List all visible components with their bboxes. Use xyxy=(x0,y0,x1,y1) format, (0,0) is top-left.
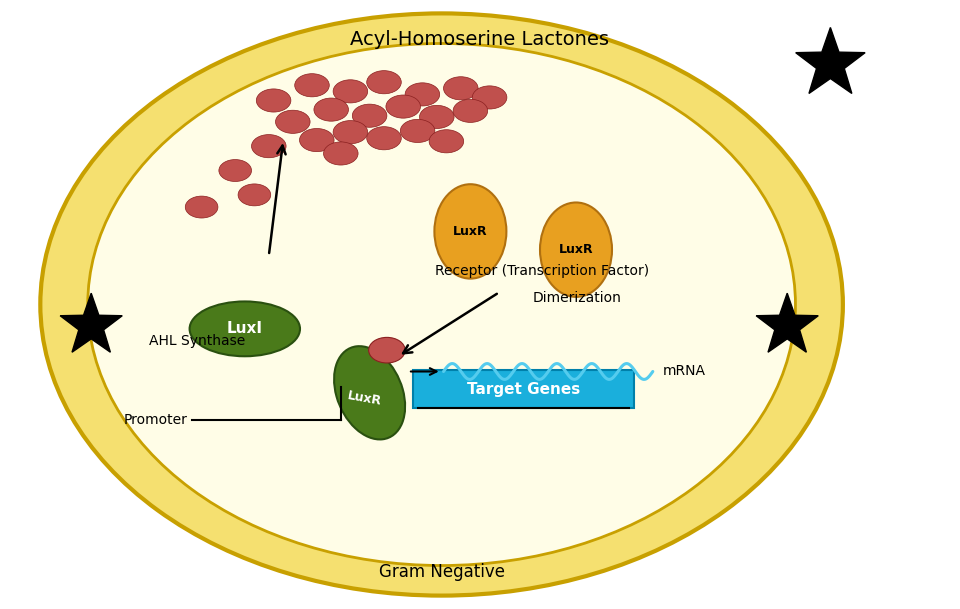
Ellipse shape xyxy=(190,301,300,356)
Ellipse shape xyxy=(369,337,405,363)
Ellipse shape xyxy=(40,13,843,596)
Text: LuxR: LuxR xyxy=(347,390,383,408)
Ellipse shape xyxy=(333,80,368,103)
Ellipse shape xyxy=(238,184,271,206)
Text: AHL Synthase: AHL Synthase xyxy=(149,334,245,348)
Polygon shape xyxy=(796,27,865,93)
Ellipse shape xyxy=(540,202,612,297)
Text: Receptor (Transcription Factor): Receptor (Transcription Factor) xyxy=(435,264,650,278)
Ellipse shape xyxy=(333,121,368,144)
Ellipse shape xyxy=(324,142,358,165)
Ellipse shape xyxy=(300,128,334,152)
Ellipse shape xyxy=(472,86,507,109)
Text: LuxR: LuxR xyxy=(559,243,593,256)
Ellipse shape xyxy=(434,185,507,279)
Text: Promoter: Promoter xyxy=(123,414,187,427)
Ellipse shape xyxy=(256,89,291,112)
Ellipse shape xyxy=(276,110,310,133)
Text: Acyl-Homoserine Lactones: Acyl-Homoserine Lactones xyxy=(350,30,610,49)
Ellipse shape xyxy=(87,43,796,566)
Ellipse shape xyxy=(429,130,464,153)
Ellipse shape xyxy=(453,99,488,122)
Ellipse shape xyxy=(405,83,440,106)
Ellipse shape xyxy=(185,196,218,218)
Ellipse shape xyxy=(386,95,420,118)
Ellipse shape xyxy=(219,160,252,181)
Text: Target Genes: Target Genes xyxy=(467,382,580,396)
Ellipse shape xyxy=(314,98,348,121)
Text: LuxR: LuxR xyxy=(453,225,488,238)
Ellipse shape xyxy=(367,127,401,150)
Text: LuxI: LuxI xyxy=(227,322,263,336)
Ellipse shape xyxy=(367,71,401,94)
Ellipse shape xyxy=(420,105,454,128)
Ellipse shape xyxy=(252,135,286,158)
Ellipse shape xyxy=(444,77,478,100)
FancyBboxPatch shape xyxy=(413,370,634,408)
Polygon shape xyxy=(756,293,818,352)
Ellipse shape xyxy=(295,74,329,97)
Text: mRNA: mRNA xyxy=(662,365,706,378)
Ellipse shape xyxy=(334,346,405,440)
Text: Gram Negative: Gram Negative xyxy=(378,563,505,582)
Polygon shape xyxy=(60,293,122,352)
Text: Dimerization: Dimerization xyxy=(533,292,622,305)
Ellipse shape xyxy=(400,119,435,143)
Ellipse shape xyxy=(352,104,387,127)
